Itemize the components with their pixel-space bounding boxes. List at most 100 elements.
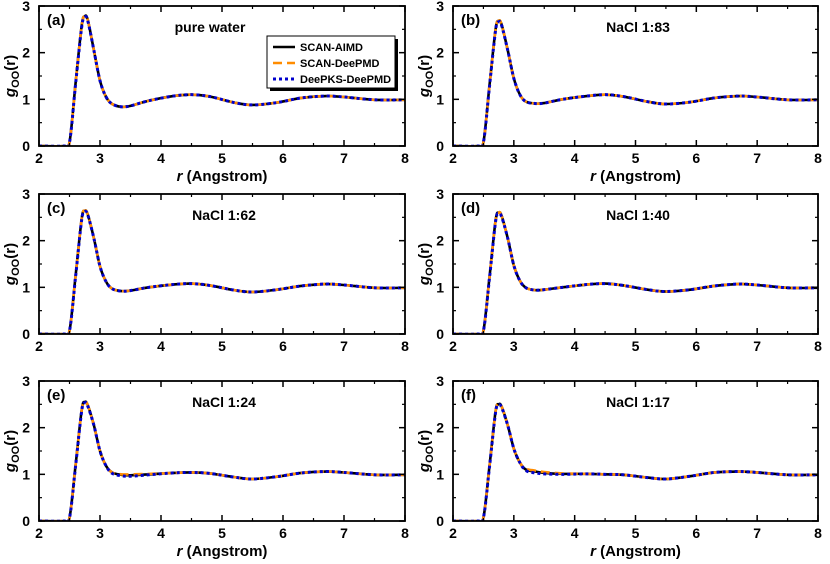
- panel-title: NaCl 1:62: [192, 207, 256, 223]
- y-tick-label: 2: [436, 233, 444, 249]
- series-group: [39, 14, 405, 146]
- x-tick-label: 8: [814, 150, 822, 166]
- y-tick-label: 0: [436, 138, 444, 154]
- y-tick-label: 0: [436, 513, 444, 529]
- y-tick-label: 1: [22, 279, 30, 295]
- panel-3: 2 3 4 5 6 7 8 0 1 2 3 (c) NaCl 1:62 gOO(r): [2, 186, 409, 354]
- x-tick-label: 8: [401, 150, 409, 166]
- y-tick-label: 1: [436, 91, 444, 107]
- panel-5: 2 3 4 5 6 7 8 0 1 2 3 (e) NaCl 1:24 gOO(r) r (Angstrom…: [2, 373, 409, 560]
- x-tick-label: 8: [401, 525, 409, 541]
- y-tick-label: 2: [22, 420, 30, 436]
- x-tick-label: 7: [340, 338, 348, 354]
- x-tick-label: 3: [510, 338, 518, 354]
- y-tick-label: 3: [436, 0, 444, 14]
- x-tick-label: 5: [218, 525, 226, 541]
- panel-6: 2 3 4 5 6 7 8 0 1 2 3 (f) NaCl 1:17 gOO(r) r (Angstrom…: [416, 373, 822, 560]
- y-tick-label: 3: [22, 373, 30, 389]
- x-tick-label: 5: [218, 150, 226, 166]
- x-tick-label: 7: [340, 525, 348, 541]
- series-line-scan-aimd: [453, 210, 818, 334]
- series-line-scan-deepmd: [453, 402, 818, 521]
- panel-label: (f): [461, 387, 476, 404]
- series-line-scan-aimd: [453, 19, 818, 146]
- series-line-deepks-deepmd: [453, 19, 818, 146]
- series-line-scan-deepmd: [39, 14, 405, 146]
- x-tick-label: 5: [632, 150, 640, 166]
- series-line-deepks-deepmd: [453, 211, 818, 334]
- x-tick-label: 7: [340, 150, 348, 166]
- legend-label: DeePKS-DeePMD: [300, 74, 391, 86]
- x-tick-label: 2: [35, 150, 43, 166]
- x-tick-label: 6: [692, 525, 700, 541]
- x-tick-label: 3: [96, 338, 104, 354]
- y-tick-label: 1: [436, 466, 444, 482]
- series-line-deepks-deepmd: [39, 209, 405, 334]
- x-axis-title: r (Angstrom): [590, 168, 681, 185]
- x-tick-label: 4: [157, 525, 165, 541]
- x-tick-label: 6: [279, 150, 287, 166]
- panel-label: (d): [461, 200, 480, 217]
- y-tick-label: 1: [22, 91, 30, 107]
- x-tick-label: 8: [401, 338, 409, 354]
- y-tick-label: 1: [22, 466, 30, 482]
- x-tick-label: 6: [692, 338, 700, 354]
- panel-title: NaCl 1:24: [192, 394, 256, 410]
- y-tick-label: 3: [436, 186, 444, 202]
- legend-label: SCAN-AIMD: [300, 42, 363, 54]
- panel-title: NaCl 1:17: [606, 394, 670, 410]
- y-tick-label: 2: [436, 420, 444, 436]
- panel-title: NaCl 1:40: [606, 207, 670, 223]
- y-axis-title: gOO(r): [416, 243, 436, 286]
- y-axis-title: gOO(r): [416, 55, 436, 98]
- y-tick-label: 2: [436, 45, 444, 61]
- series-line-deepks-deepmd: [453, 403, 818, 521]
- series-line-scan-aimd: [39, 209, 405, 334]
- x-tick-label: 6: [279, 338, 287, 354]
- series-line-deepks-deepmd: [39, 401, 405, 521]
- x-tick-label: 4: [571, 150, 579, 166]
- series-group: [39, 400, 405, 521]
- series-group: [453, 19, 818, 146]
- x-tick-label: 6: [279, 525, 287, 541]
- y-tick-label: 0: [436, 326, 444, 342]
- x-tick-label: 7: [753, 525, 761, 541]
- panel-2: 2 3 4 5 6 7 8 0 1 2 3 (b) NaCl 1:83 gOO(r) r (Angstrom…: [416, 0, 822, 185]
- x-tick-label: 6: [692, 150, 700, 166]
- x-tick-label: 2: [35, 338, 43, 354]
- y-tick-label: 0: [22, 138, 30, 154]
- y-tick-label: 2: [22, 45, 30, 61]
- legend: SCAN-AIMD SCAN-DeePMD DeePKS-DeePMD: [266, 35, 398, 91]
- y-tick-label: 3: [22, 0, 30, 14]
- panel-label: (c): [47, 200, 65, 217]
- x-tick-label: 4: [157, 150, 165, 166]
- panel-1: 2 3 4 5 6 7 8 0 1 2 3 (a) pure water gOO(r) r (Angstro…: [2, 0, 409, 185]
- x-axis-title: r (Angstrom): [590, 543, 681, 560]
- x-tick-label: 3: [510, 150, 518, 166]
- series-line-scan-aimd: [39, 400, 405, 521]
- panel-label: (b): [461, 12, 480, 29]
- x-tick-label: 8: [814, 338, 822, 354]
- x-tick-label: 2: [449, 150, 457, 166]
- x-tick-label: 3: [510, 525, 518, 541]
- series-group: [453, 402, 818, 521]
- x-tick-label: 7: [753, 150, 761, 166]
- x-tick-label: 3: [96, 525, 104, 541]
- x-axis-title: r (Angstrom): [177, 168, 268, 185]
- y-axis-title: gOO(r): [2, 430, 22, 473]
- y-axis-title: gOO(r): [2, 55, 22, 98]
- y-axis-title: gOO(r): [416, 430, 436, 473]
- x-tick-label: 5: [632, 338, 640, 354]
- y-tick-label: 0: [22, 326, 30, 342]
- series-line-scan-deepmd: [453, 19, 818, 146]
- y-tick-label: 1: [436, 279, 444, 295]
- series-line-scan-deepmd: [39, 209, 405, 334]
- x-tick-label: 2: [35, 525, 43, 541]
- series-line-scan-deepmd: [453, 210, 818, 334]
- panel-4: 2 3 4 5 6 7 8 0 1 2 3 (d) NaCl 1:40 gOO(r): [416, 186, 822, 354]
- x-tick-label: 4: [571, 525, 579, 541]
- y-tick-label: 2: [22, 233, 30, 249]
- x-tick-label: 7: [753, 338, 761, 354]
- x-tick-label: 2: [449, 525, 457, 541]
